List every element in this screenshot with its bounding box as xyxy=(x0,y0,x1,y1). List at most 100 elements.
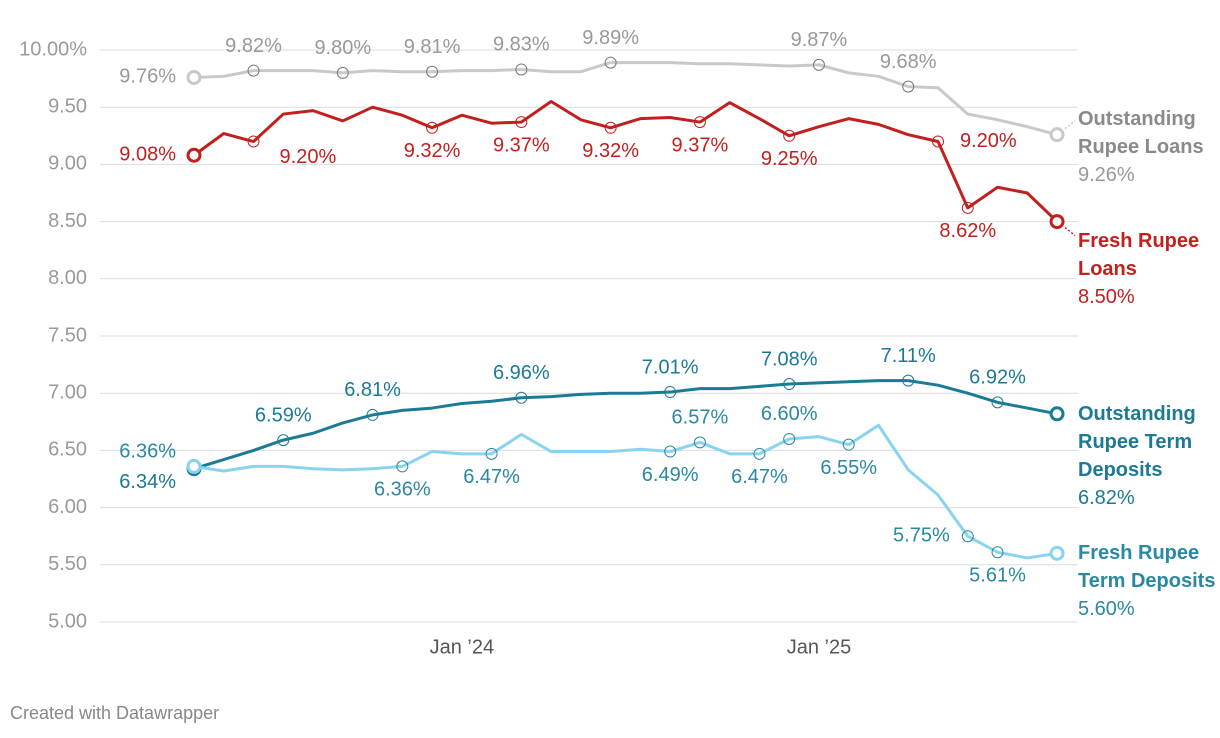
line xyxy=(193,99,1059,223)
marker xyxy=(842,438,855,451)
value-label: 9.83% xyxy=(493,34,550,56)
end-marker xyxy=(186,69,202,85)
marker xyxy=(902,80,915,93)
line xyxy=(193,61,1058,137)
value-label: 6.55% xyxy=(820,457,877,479)
value-label: 9.32% xyxy=(404,140,461,162)
value-label: 9.20% xyxy=(960,130,1017,152)
series-label: Outstanding Rupee Term Deposits 6.82% xyxy=(1078,400,1218,512)
value-label: 8.62% xyxy=(939,220,996,242)
marker xyxy=(932,135,944,148)
marker xyxy=(366,408,379,421)
value-label: 9.89% xyxy=(582,27,639,49)
marker xyxy=(693,116,706,129)
legend-entry: Fresh Rupee Loans xyxy=(1078,229,1200,280)
end-marker xyxy=(1049,214,1065,230)
value-label: 7.08% xyxy=(761,348,818,370)
y-tick-label: 9.50 xyxy=(48,95,87,117)
value-label: 9.68% xyxy=(880,51,937,73)
series-label: Fresh Rupee Loans 8.50% xyxy=(1078,227,1218,311)
marker xyxy=(247,64,260,77)
marker xyxy=(902,374,915,387)
line xyxy=(193,423,1058,560)
line xyxy=(193,379,1058,471)
marker xyxy=(485,447,498,460)
marker xyxy=(783,432,796,445)
value-label: 9.37% xyxy=(493,134,550,156)
y-tick-label: 7.00 xyxy=(48,381,87,403)
end-value-label: 5.60% xyxy=(1078,598,1135,621)
marker xyxy=(664,386,677,399)
connector xyxy=(1064,227,1076,237)
series-label: Outstanding Rupee Loans 9.26% xyxy=(1078,105,1218,189)
value-label: 6.92% xyxy=(969,367,1026,389)
legend-entry: Outstanding Rupee Term Deposits xyxy=(1078,402,1196,481)
series-label: Fresh Rupee Term Deposits 5.60% xyxy=(1078,539,1218,623)
marker xyxy=(604,121,617,134)
value-label: 9.80% xyxy=(314,37,371,59)
marker xyxy=(336,66,349,79)
legend-entry: Outstanding Rupee Loans xyxy=(1078,107,1204,158)
y-tick-label: 6.50 xyxy=(48,439,87,461)
marker xyxy=(991,396,1004,409)
end-value-label: 6.82% xyxy=(1078,486,1135,509)
marker xyxy=(515,391,528,404)
value-label: 9.32% xyxy=(582,140,639,162)
value-label: 5.75% xyxy=(893,524,950,546)
value-label: 5.61% xyxy=(969,564,1026,586)
y-tick-label: 8.00 xyxy=(48,267,87,289)
y-tick-label: 7.50 xyxy=(48,324,87,346)
marker xyxy=(426,121,439,134)
end-value-label: 9.26% xyxy=(1078,163,1135,186)
legend-entry: Fresh Rupee Term Deposits xyxy=(1078,542,1216,593)
value-label: 9.25% xyxy=(761,148,818,170)
y-tick-label: 8.50 xyxy=(48,210,87,232)
value-label: 6.36% xyxy=(374,479,431,501)
marker xyxy=(753,447,766,460)
end-marker xyxy=(1049,406,1065,422)
value-label: 9.81% xyxy=(404,36,461,58)
marker xyxy=(961,530,974,543)
value-label: 6.49% xyxy=(642,464,699,486)
value-label: 9.20% xyxy=(280,146,337,168)
end-value-label: 8.50% xyxy=(1078,285,1135,308)
value-label: 6.81% xyxy=(344,379,401,401)
y-tick-label: 10.00% xyxy=(19,38,87,60)
y-tick-label: 9.00 xyxy=(48,153,87,175)
marker xyxy=(991,546,1004,559)
y-tick-label: 6.00 xyxy=(48,496,87,518)
footer: Created with Datawrapper xyxy=(10,703,220,723)
end-marker xyxy=(1049,545,1065,561)
value-label: 9.82% xyxy=(225,35,282,57)
value-label: 6.57% xyxy=(672,407,729,429)
x-tick-label: Jan ’25 xyxy=(787,636,852,658)
x-tick-label: Jan ’24 xyxy=(430,636,495,658)
value-label: 6.47% xyxy=(463,466,520,488)
end-marker xyxy=(186,458,202,474)
end-marker xyxy=(1049,127,1065,143)
marker xyxy=(783,378,796,391)
value-label: 9.08% xyxy=(119,144,176,166)
end-marker xyxy=(186,147,202,163)
value-label: 9.87% xyxy=(791,29,848,51)
marker xyxy=(961,201,974,214)
value-label: 6.60% xyxy=(761,403,818,425)
value-label: 6.36% xyxy=(119,441,176,463)
value-label: 9.76% xyxy=(119,66,176,88)
marker xyxy=(277,434,290,447)
marker xyxy=(515,63,528,76)
value-label: 9.37% xyxy=(672,134,729,156)
marker xyxy=(783,129,796,142)
value-label: 7.01% xyxy=(642,356,699,378)
chart: 5.00 5.50 6.00 6.50 7.00 7.50 8.00 8.50 9.00 9.50… xyxy=(19,27,1078,658)
marker xyxy=(426,65,439,78)
connector xyxy=(1064,120,1076,130)
value-label: 6.59% xyxy=(255,404,312,426)
marker xyxy=(604,56,617,69)
value-label: 7.11% xyxy=(881,345,936,367)
marker xyxy=(247,135,260,148)
marker xyxy=(396,460,409,473)
marker xyxy=(693,436,706,449)
value-label: 6.47% xyxy=(731,466,788,488)
